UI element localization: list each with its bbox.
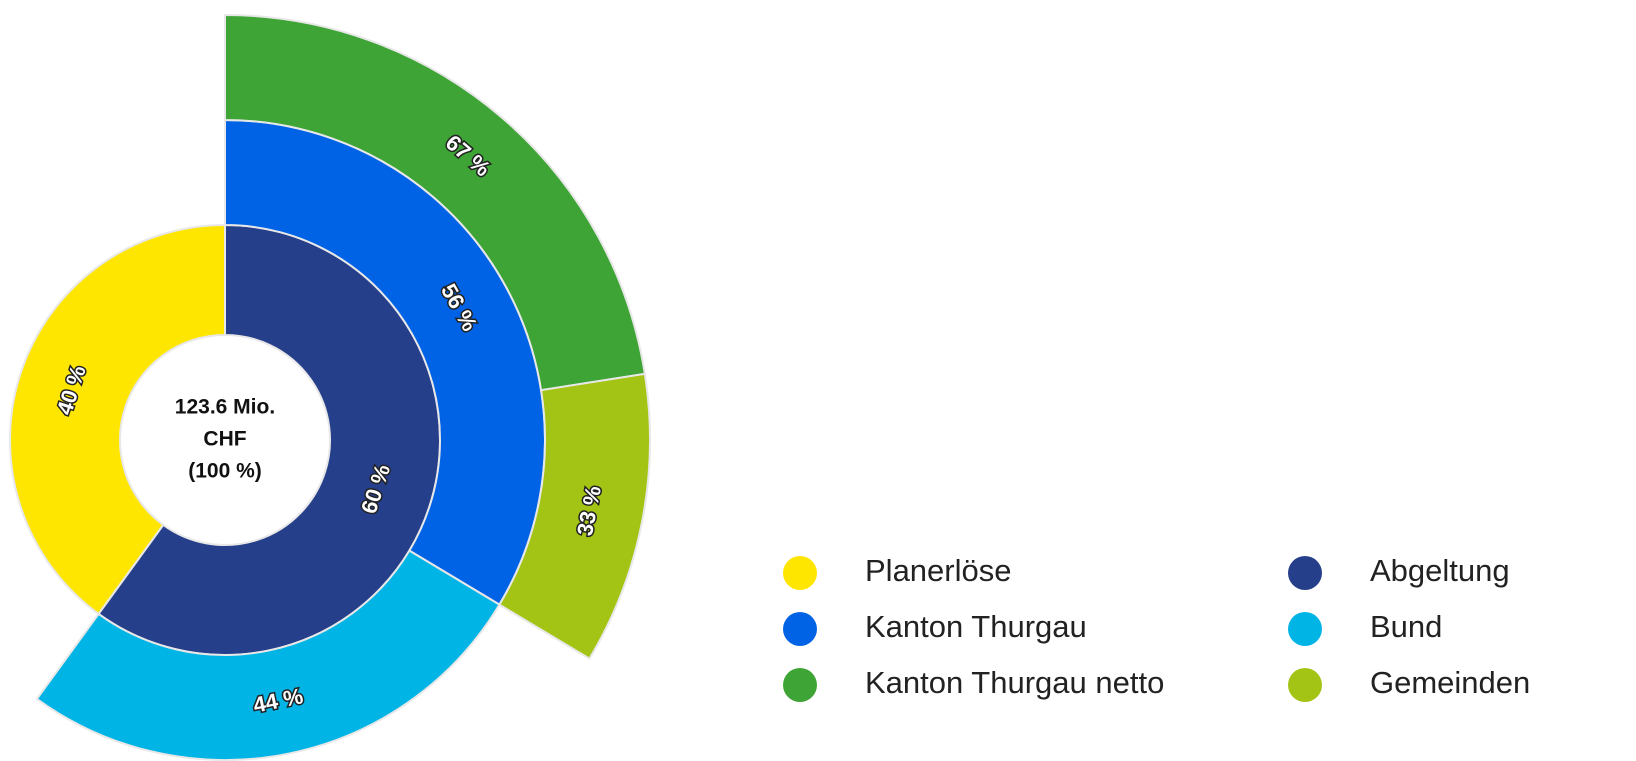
center-label: (100 %) (188, 460, 262, 483)
legend-marker (783, 612, 817, 646)
legend-marker (783, 556, 817, 590)
legend-label: Planerlöse (865, 553, 1011, 588)
legend-label: Bund (1370, 609, 1442, 644)
legend-marker (1288, 556, 1322, 590)
legend-label: Abgeltung (1370, 553, 1510, 588)
center-label: CHF (203, 428, 246, 451)
legend-label: Kanton Thurgau netto (865, 665, 1164, 700)
legend-marker (1288, 612, 1322, 646)
center-label: 123.6 Mio. (175, 396, 275, 419)
legend-label: Kanton Thurgau (865, 609, 1087, 644)
legend-marker (1288, 668, 1322, 702)
legend-label: Gemeinden (1370, 665, 1530, 700)
segment (498, 372, 651, 661)
segment (9, 223, 226, 616)
segment (35, 549, 501, 761)
legend-marker (783, 668, 817, 702)
